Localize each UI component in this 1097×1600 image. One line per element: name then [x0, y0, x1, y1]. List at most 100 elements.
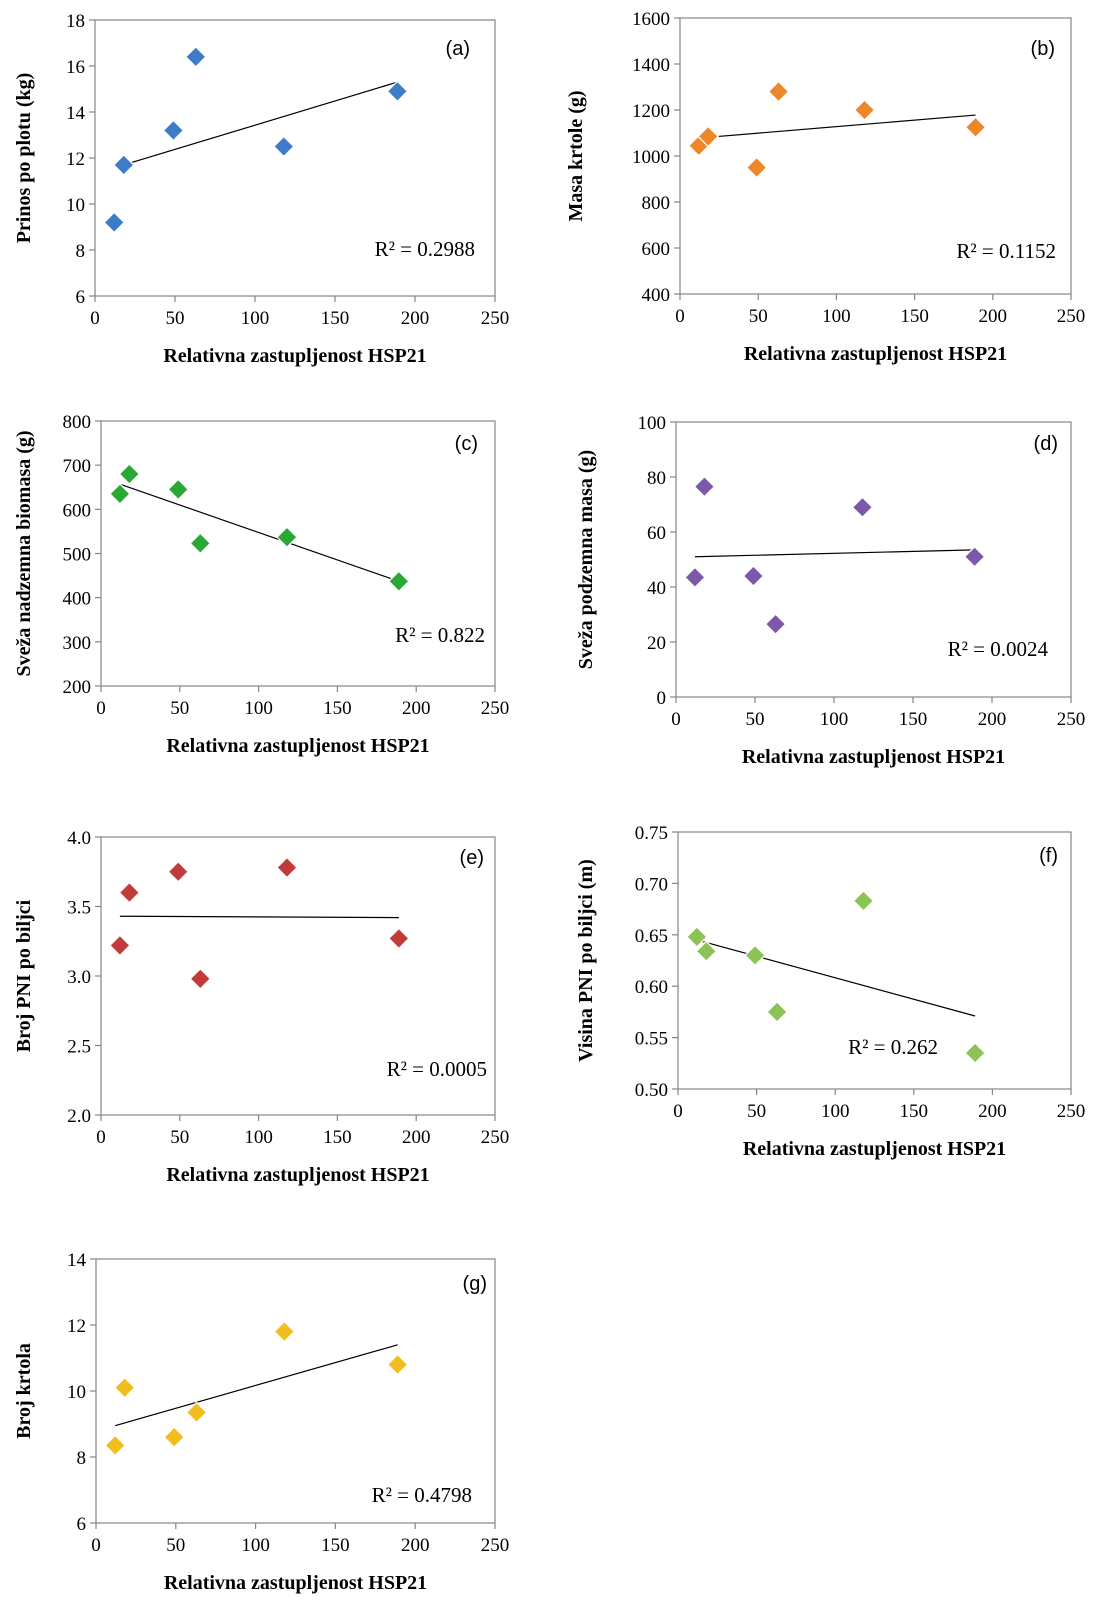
x-tick-label: 100 [244, 698, 273, 719]
x-tick-label: 250 [481, 1535, 510, 1556]
y-tick-label: 0.75 [635, 823, 668, 844]
r-squared-label: R² = 0.822 [395, 623, 485, 647]
panel-tag: (b) [1031, 38, 1055, 60]
x-tick-label: 50 [170, 698, 189, 719]
x-tick-label: 150 [900, 306, 929, 327]
x-tick-label: 50 [746, 709, 765, 730]
y-tick-label: 1600 [632, 9, 670, 30]
panel-tag: (f) [1039, 845, 1058, 867]
x-tick-label: 250 [481, 1127, 510, 1148]
data-point [108, 482, 131, 505]
y-tick-label: 20 [647, 633, 666, 654]
panel-tag: (d) [1034, 433, 1058, 455]
x-tick-label: 150 [900, 1101, 929, 1122]
x-tick-label: 100 [244, 1127, 273, 1148]
data-point [104, 1434, 127, 1457]
r-squared-label: R² = 0.0024 [948, 637, 1049, 661]
x-tick-label: 0 [90, 308, 100, 329]
y-tick-label: 0 [657, 688, 667, 709]
data-point [189, 967, 212, 990]
data-point [685, 925, 708, 948]
y-tick-label: 3.0 [67, 967, 91, 988]
data-point [167, 478, 190, 501]
x-tick-label: 50 [170, 1127, 189, 1148]
x-tick-label: 0 [671, 709, 681, 730]
trendline [696, 939, 976, 1017]
data-point [695, 940, 718, 963]
y-axis-label: Sveža podzemna masa (g) [575, 450, 597, 669]
x-tick-label: 50 [166, 308, 185, 329]
x-axis-label: Relativna zastupljenost HSP21 [742, 746, 1005, 768]
chart-panel-d: 0 50 100 150 200 250 0 20 40 60 80 100 Relativna zas… [575, 413, 1085, 768]
x-tick-label: 250 [1057, 1101, 1086, 1122]
y-tick-label: 4.0 [67, 828, 91, 849]
data-point [184, 45, 207, 68]
x-tick-label: 250 [1057, 306, 1086, 327]
data-point [185, 1401, 208, 1424]
x-tick-label: 150 [899, 709, 928, 730]
x-tick-label: 150 [323, 698, 352, 719]
x-tick-label: 200 [401, 308, 430, 329]
y-tick-label: 600 [63, 500, 92, 521]
x-tick-label: 0 [96, 698, 106, 719]
y-tick-label: 300 [63, 633, 92, 654]
r-squared-label: R² = 0.4798 [372, 1483, 472, 1507]
data-point [272, 135, 295, 158]
y-tick-label: 12 [66, 149, 85, 170]
y-tick-label: 2.5 [67, 1037, 91, 1058]
y-tick-label: 1000 [632, 147, 670, 168]
x-tick-label: 200 [402, 1127, 431, 1148]
data-point [742, 565, 765, 587]
y-tick-label: 60 [647, 523, 666, 544]
trendline [698, 114, 976, 139]
y-tick-label: 800 [63, 412, 92, 433]
y-tick-label: 6 [76, 287, 86, 308]
data-point [386, 80, 409, 103]
y-tick-label: 0.60 [635, 977, 668, 998]
r-squared-label: R² = 0.0005 [387, 1057, 487, 1081]
x-axis-label: Relativna zastupljenost HSP21 [743, 1138, 1006, 1160]
y-tick-label: 800 [642, 193, 671, 214]
y-tick-label: 40 [647, 578, 666, 599]
r-squared-label: R² = 0.1152 [956, 239, 1056, 263]
data-point [764, 613, 787, 636]
data-point [693, 475, 716, 498]
y-tick-label: 80 [647, 468, 666, 489]
data-point [766, 1000, 788, 1023]
x-tick-label: 100 [821, 1101, 850, 1122]
data-point [744, 944, 766, 967]
x-tick-label: 200 [978, 1101, 1007, 1122]
y-tick-label: 3.5 [67, 898, 91, 919]
x-tick-label: 100 [241, 1535, 270, 1556]
y-tick-label: 18 [66, 11, 85, 32]
x-tick-label: 50 [747, 1101, 766, 1122]
trendline [694, 549, 975, 558]
y-tick-label: 1200 [632, 101, 670, 122]
x-tick-label: 100 [822, 306, 851, 327]
panel-tag: (a) [446, 38, 470, 60]
data-point [167, 860, 190, 883]
trendline [119, 915, 399, 919]
data-point [852, 889, 875, 912]
x-tick-label: 150 [321, 1535, 350, 1556]
data-point [189, 532, 212, 555]
y-tick-label: 6 [77, 1514, 87, 1535]
data-point [118, 881, 141, 904]
x-axis-label: Relativna zastupljenost HSP21 [164, 1572, 427, 1594]
x-axis-label: Relativna zastupljenost HSP21 [744, 343, 1007, 365]
data-point [387, 570, 410, 593]
data-point [767, 80, 790, 103]
y-tick-label: 0.70 [635, 874, 668, 895]
data-point [108, 934, 131, 957]
x-tick-label: 200 [401, 1535, 430, 1556]
x-tick-label: 200 [978, 709, 1007, 730]
x-tick-label: 200 [402, 698, 431, 719]
x-tick-label: 100 [241, 308, 270, 329]
x-tick-label: 50 [166, 1535, 185, 1556]
x-tick-label: 0 [673, 1101, 683, 1122]
y-tick-label: 0.50 [635, 1080, 668, 1101]
plot-area [677, 831, 1072, 1090]
x-tick-label: 250 [1057, 709, 1086, 730]
data-point [276, 856, 298, 879]
